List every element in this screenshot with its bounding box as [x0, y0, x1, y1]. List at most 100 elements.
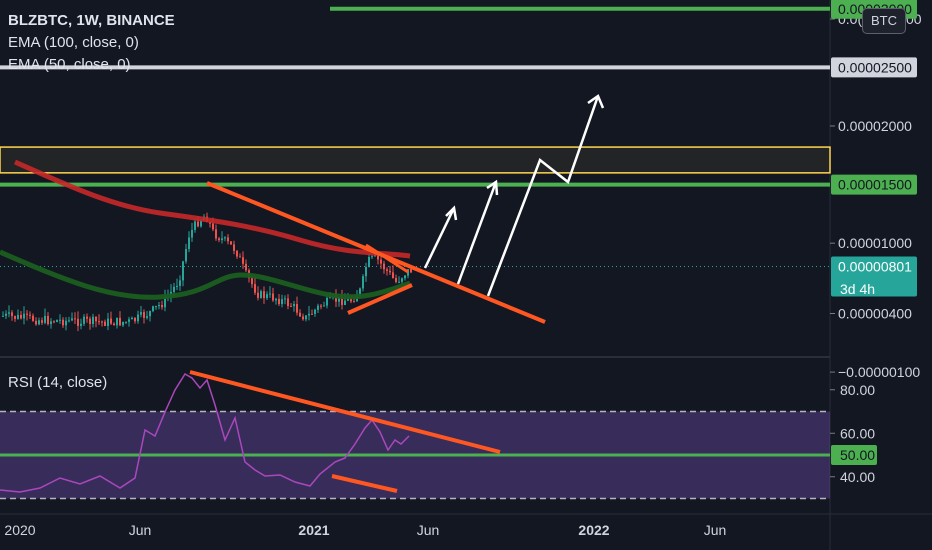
candle-body [284, 298, 286, 300]
candle-body [215, 229, 217, 239]
rsi-lower-trendline [331, 474, 398, 493]
price-tick-label: 0.00001000 [838, 235, 912, 251]
candle-body [80, 323, 82, 326]
candle-body [131, 317, 133, 320]
candle-body [386, 269, 388, 271]
candle-body [98, 321, 100, 323]
rsi-tick-label: 80.00 [840, 382, 875, 398]
candle-body [92, 316, 94, 325]
candle-body [146, 316, 148, 318]
candle-body [44, 315, 46, 323]
arrow-head [587, 94, 605, 109]
candle-body [2, 315, 4, 317]
candle-body [371, 256, 373, 258]
candle-body [89, 318, 91, 325]
candle-body [311, 313, 313, 315]
ema50-legend: EMA (50, close, 0) [8, 56, 131, 73]
time-axis-label: Jun [129, 522, 152, 538]
projection-arrow [456, 181, 498, 285]
candle-body [38, 320, 40, 325]
candle-body [242, 257, 244, 264]
candle-body [20, 314, 22, 319]
time-axis-label: 2022 [578, 522, 609, 538]
candle-body [233, 244, 235, 251]
candle-body [299, 312, 301, 317]
candle-body [389, 270, 391, 273]
price-tick-label: −0.00000100 [838, 364, 920, 380]
price-label-value: 0.00001500 [838, 177, 912, 193]
candle-body [125, 321, 127, 323]
candle-body [113, 323, 115, 326]
candle-body [317, 305, 319, 310]
candle-body [290, 306, 292, 308]
candle-body [29, 314, 31, 316]
candle-body [323, 305, 325, 307]
price-label-box [831, 174, 917, 195]
candle-body [71, 318, 73, 321]
candle-body [251, 278, 253, 285]
candle-body [182, 261, 184, 281]
candle-body [17, 314, 19, 319]
candle-body [62, 319, 64, 326]
candle-body [59, 319, 61, 321]
candle-body [53, 321, 55, 323]
candle-body [197, 221, 199, 227]
candle-body [41, 320, 43, 323]
candle-body [335, 296, 337, 302]
resistance-zone [0, 146, 831, 174]
ema50-line [0, 249, 411, 300]
candle-body [365, 266, 367, 277]
candle-body [401, 278, 403, 282]
candle-body [158, 304, 160, 307]
candle-body [152, 306, 154, 312]
candle-body [179, 280, 181, 286]
candle-body [122, 321, 124, 326]
price-label-box [831, 57, 917, 78]
candle-body [380, 259, 382, 264]
candle-body [395, 278, 397, 282]
candle-body [305, 315, 307, 320]
candle-body [410, 269, 412, 273]
candle-body [200, 220, 202, 227]
candle-body [278, 298, 280, 305]
symbol-title: BLZBTC, 1W, BINANCE [8, 12, 175, 29]
triangle-top-line [365, 243, 409, 274]
candle-body [74, 318, 76, 320]
candle-body [119, 317, 121, 326]
ascending-trendline [347, 283, 413, 315]
candle-body [83, 316, 85, 324]
candle-body [218, 238, 220, 241]
candle-body [134, 317, 136, 322]
candle-body [404, 275, 406, 279]
price-tick-label: 0.00002000 [838, 118, 912, 134]
time-axis-label: Jun [704, 522, 727, 538]
candle-body [368, 257, 370, 267]
candle-body [164, 297, 166, 308]
candle-body [296, 304, 298, 313]
candle-body [353, 301, 355, 303]
candle-body [101, 321, 103, 323]
projection-arrow [423, 207, 456, 269]
candle-body [344, 300, 346, 305]
candle-body [221, 238, 223, 241]
candle-body [281, 299, 283, 305]
candle-body [35, 320, 37, 325]
candle-body [236, 250, 238, 257]
candle-body [32, 315, 34, 321]
candle-body [104, 321, 106, 326]
candle-body [173, 286, 175, 292]
candle-body [407, 269, 409, 276]
arrow-head [445, 205, 458, 221]
candle-body [191, 229, 193, 238]
candle-body [269, 293, 271, 295]
candle-body [341, 296, 343, 305]
candle-body [86, 316, 88, 319]
countdown-label: 3d 4h [840, 281, 875, 297]
candle-body [137, 314, 139, 322]
projection-arrow [486, 95, 600, 297]
currency-button[interactable]: BTC [862, 8, 906, 34]
candle-body [383, 263, 385, 270]
candle-body [50, 321, 52, 325]
